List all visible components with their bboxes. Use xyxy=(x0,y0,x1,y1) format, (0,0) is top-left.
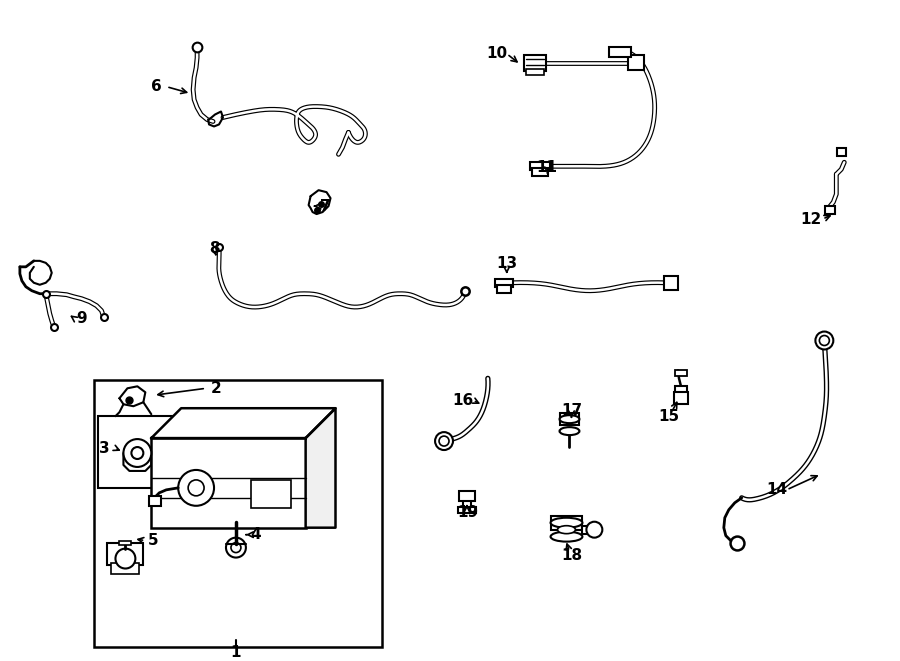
Bar xyxy=(120,541,131,545)
Circle shape xyxy=(587,522,602,537)
Bar xyxy=(532,169,547,176)
Ellipse shape xyxy=(560,427,580,435)
Bar xyxy=(825,206,835,214)
Circle shape xyxy=(226,537,246,558)
Bar xyxy=(560,413,580,425)
Bar xyxy=(582,525,594,533)
Ellipse shape xyxy=(557,525,575,533)
Text: 2: 2 xyxy=(211,381,221,396)
Text: 8: 8 xyxy=(209,241,220,256)
Bar xyxy=(524,55,545,71)
Bar xyxy=(551,516,582,529)
Bar xyxy=(458,507,476,513)
Circle shape xyxy=(178,470,214,506)
Text: 14: 14 xyxy=(766,483,788,497)
Circle shape xyxy=(231,543,241,553)
Circle shape xyxy=(439,436,449,446)
Bar xyxy=(495,279,513,287)
Bar xyxy=(664,276,678,290)
Bar xyxy=(497,285,510,293)
Circle shape xyxy=(188,480,204,496)
Ellipse shape xyxy=(551,518,582,527)
Bar xyxy=(674,392,688,405)
Text: 15: 15 xyxy=(659,408,680,424)
Text: 4: 4 xyxy=(250,527,261,542)
Circle shape xyxy=(435,432,453,450)
Text: 12: 12 xyxy=(801,212,822,227)
Text: 11: 11 xyxy=(536,160,557,175)
Bar xyxy=(609,47,631,57)
Bar xyxy=(149,496,161,506)
Ellipse shape xyxy=(560,415,580,423)
Text: 9: 9 xyxy=(76,311,87,326)
Text: 1: 1 xyxy=(230,644,241,660)
Text: 10: 10 xyxy=(486,46,508,61)
Circle shape xyxy=(115,549,135,568)
Text: 3: 3 xyxy=(99,440,110,455)
Text: 6: 6 xyxy=(151,79,162,94)
Bar xyxy=(94,380,382,647)
Polygon shape xyxy=(151,408,336,438)
Circle shape xyxy=(815,332,833,350)
Text: 7: 7 xyxy=(320,198,331,214)
Text: 18: 18 xyxy=(561,548,582,563)
Text: 5: 5 xyxy=(148,533,158,548)
Polygon shape xyxy=(306,408,336,527)
Bar xyxy=(675,386,687,394)
Text: 17: 17 xyxy=(561,403,582,418)
Bar xyxy=(459,491,475,501)
Bar xyxy=(675,370,687,376)
Circle shape xyxy=(123,439,151,467)
Bar xyxy=(97,416,179,488)
Text: 13: 13 xyxy=(496,256,518,272)
Text: 19: 19 xyxy=(457,505,479,520)
Bar xyxy=(526,69,544,75)
Bar xyxy=(107,543,143,564)
Circle shape xyxy=(131,447,143,459)
Bar xyxy=(628,55,644,69)
Bar xyxy=(530,163,550,171)
Text: 16: 16 xyxy=(453,393,473,408)
Circle shape xyxy=(819,336,829,346)
Ellipse shape xyxy=(551,531,582,541)
Bar xyxy=(151,438,306,527)
Bar xyxy=(837,148,846,156)
Bar xyxy=(112,563,140,574)
Bar xyxy=(251,480,291,508)
